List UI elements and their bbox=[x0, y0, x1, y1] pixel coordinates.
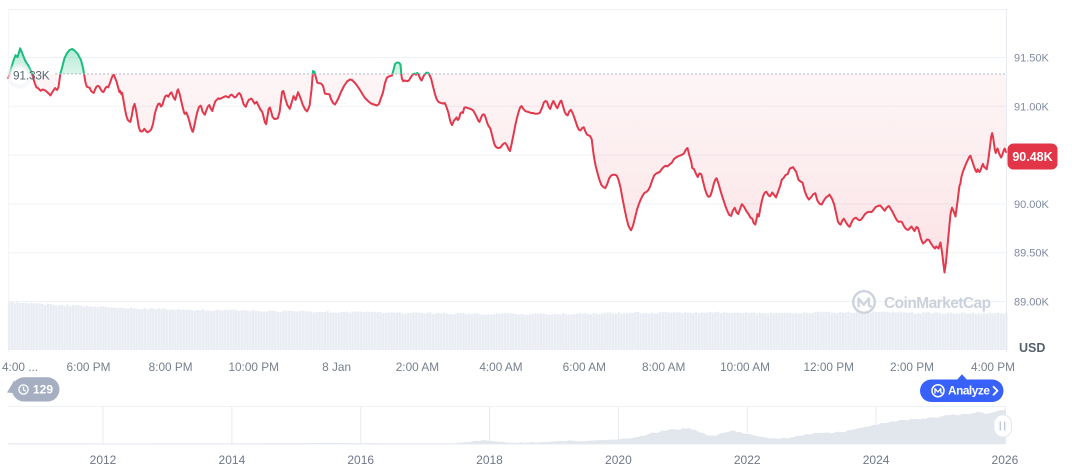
svg-text:2:00 AM: 2:00 AM bbox=[396, 360, 439, 374]
svg-text:2:00 PM: 2:00 PM bbox=[890, 360, 934, 374]
svg-text:4:00 PM: 4:00 PM bbox=[971, 360, 1015, 374]
svg-text:2026: 2026 bbox=[992, 453, 1019, 467]
svg-text:90.00K: 90.00K bbox=[1014, 199, 1050, 211]
svg-text:CoinMarketCap: CoinMarketCap bbox=[884, 295, 991, 312]
svg-text:129: 129 bbox=[33, 383, 53, 397]
svg-text:6:00 AM: 6:00 AM bbox=[563, 360, 606, 374]
svg-text:90.48K: 90.48K bbox=[1012, 150, 1052, 164]
svg-text:4:00 ...: 4:00 ... bbox=[2, 360, 38, 374]
svg-text:91.50K: 91.50K bbox=[1014, 53, 1050, 65]
svg-text:2014: 2014 bbox=[219, 453, 246, 467]
svg-text:91.00K: 91.00K bbox=[1014, 101, 1050, 113]
svg-text:12:00 PM: 12:00 PM bbox=[803, 360, 854, 374]
svg-text:10:00 AM: 10:00 AM bbox=[720, 360, 770, 374]
svg-text:2022: 2022 bbox=[734, 453, 761, 467]
svg-text:8 Jan: 8 Jan bbox=[322, 360, 351, 374]
svg-text:8:00 PM: 8:00 PM bbox=[149, 360, 193, 374]
svg-text:8:00 AM: 8:00 AM bbox=[642, 360, 685, 374]
svg-text:89.50K: 89.50K bbox=[1014, 248, 1050, 260]
svg-text:2016: 2016 bbox=[347, 453, 374, 467]
svg-text:Analyze: Analyze bbox=[948, 384, 990, 398]
svg-text:91.33K: 91.33K bbox=[13, 69, 50, 83]
svg-text:2018: 2018 bbox=[476, 453, 503, 467]
svg-text:USD: USD bbox=[1019, 341, 1045, 355]
svg-text:4:00 AM: 4:00 AM bbox=[479, 360, 522, 374]
svg-text:6:00 PM: 6:00 PM bbox=[67, 360, 111, 374]
svg-text:89.00K: 89.00K bbox=[1014, 297, 1050, 309]
svg-text:2024: 2024 bbox=[863, 453, 890, 467]
svg-text:2020: 2020 bbox=[605, 453, 632, 467]
svg-text:2012: 2012 bbox=[90, 453, 117, 467]
svg-text:10:00 PM: 10:00 PM bbox=[228, 360, 279, 374]
